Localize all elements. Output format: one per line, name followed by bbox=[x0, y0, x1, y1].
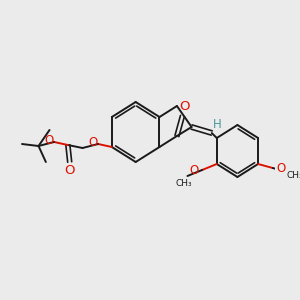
Text: CH₃: CH₃ bbox=[176, 179, 192, 188]
Text: O: O bbox=[64, 164, 75, 178]
Text: H: H bbox=[213, 118, 222, 131]
Text: O: O bbox=[179, 100, 190, 113]
Text: O: O bbox=[44, 134, 53, 148]
Text: O: O bbox=[88, 136, 97, 149]
Text: O: O bbox=[189, 164, 199, 178]
Text: O: O bbox=[276, 161, 286, 175]
Text: CH₃: CH₃ bbox=[286, 172, 300, 181]
